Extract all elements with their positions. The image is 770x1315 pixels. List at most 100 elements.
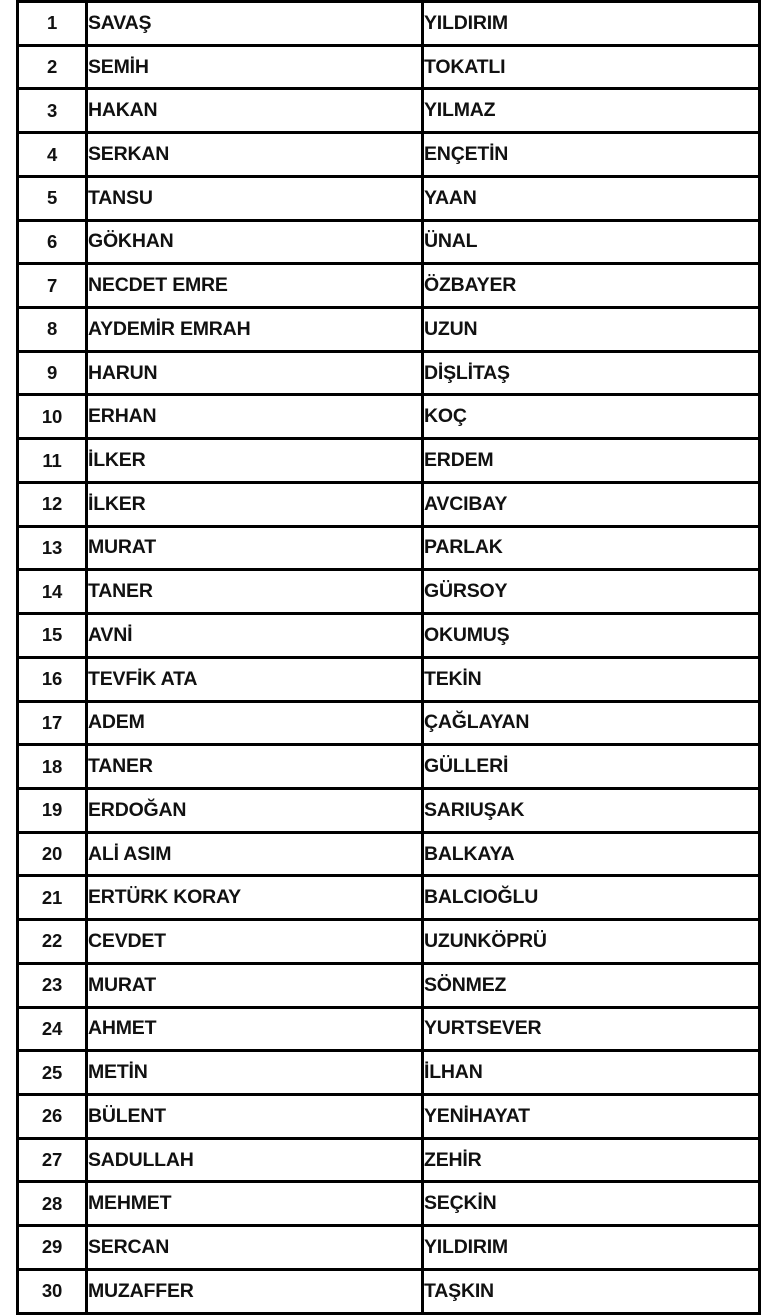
cell-last-name: YENİHAYAT — [421, 1092, 761, 1140]
cell-order: 25 — [16, 1049, 88, 1096]
cell-last-name: YAAN — [421, 174, 761, 222]
cell-first-name: BÜLENT — [85, 1092, 424, 1140]
cell-order: 29 — [16, 1224, 88, 1271]
cell-order: 18 — [16, 743, 88, 790]
table-row: 20 ALİ ASIM BALKAYA — [16, 830, 761, 878]
cell-first-name: ERTÜRK KORAY — [85, 874, 424, 922]
cell-first-name: ALİ ASIM — [85, 830, 424, 878]
cell-first-name: METİN — [85, 1049, 424, 1096]
table-row: 12 İLKER AVCIBAY — [16, 480, 761, 528]
cell-last-name: SEÇKİN — [421, 1180, 761, 1228]
cell-first-name: ERDOĞAN — [85, 786, 424, 834]
cell-first-name: MEHMET — [85, 1180, 424, 1228]
cell-order: 19 — [16, 786, 88, 834]
cell-last-name: İLHAN — [421, 1049, 761, 1096]
cell-first-name: GÖKHAN — [85, 218, 424, 266]
cell-last-name: DİŞLİTAŞ — [421, 349, 761, 397]
cell-first-name: NECDET EMRE — [85, 262, 424, 310]
cell-first-name: SAVAŞ — [85, 0, 424, 47]
candidate-list-body: 1 SAVAŞ YILDIRIM 2 SEMİH TOKATLI 3 HAKAN YILMAZ 4… — [16, 0, 761, 1315]
cell-order: 11 — [16, 437, 88, 484]
table-row: 3 HAKAN YILMAZ — [16, 87, 761, 135]
cell-order: 20 — [16, 830, 88, 878]
table-row: 14 TANER GÜRSOY — [16, 568, 761, 616]
cell-last-name: OKUMUŞ — [421, 612, 761, 659]
cell-last-name: AVCIBAY — [421, 480, 761, 528]
table-row: 11 İLKER ERDEM — [16, 437, 761, 484]
cell-order: 17 — [16, 699, 88, 747]
table-row: 19 ERDOĞAN SARIUŞAK — [16, 786, 761, 834]
cell-last-name: BALCIOĞLU — [421, 874, 761, 922]
cell-order: 28 — [16, 1180, 88, 1228]
table-row: 28 MEHMET SEÇKİN — [16, 1180, 761, 1228]
table-row: 26 BÜLENT YENİHAYAT — [16, 1092, 761, 1140]
cell-last-name: ÇAĞLAYAN — [421, 699, 761, 747]
cell-first-name: İLKER — [85, 437, 424, 484]
cell-last-name: BALKAYA — [421, 830, 761, 878]
table-row: 9 HARUN DİŞLİTAŞ — [16, 349, 761, 397]
cell-first-name: SADULLAH — [85, 1136, 424, 1184]
table-row: 6 GÖKHAN ÜNAL — [16, 218, 761, 266]
cell-last-name: TAŞKIN — [421, 1267, 761, 1315]
cell-last-name: ERDEM — [421, 437, 761, 484]
cell-order: 30 — [16, 1267, 88, 1315]
cell-last-name: SARIUŞAK — [421, 786, 761, 834]
cell-first-name: HARUN — [85, 349, 424, 397]
cell-order: 4 — [16, 131, 88, 178]
cell-first-name: AHMET — [85, 1005, 424, 1053]
cell-last-name: YILMAZ — [421, 87, 761, 135]
cell-order: 22 — [16, 918, 88, 965]
cell-first-name: MURAT — [85, 961, 424, 1009]
cell-last-name: UZUN — [421, 306, 761, 353]
cell-order: 1 — [16, 0, 88, 47]
cell-order: 3 — [16, 87, 88, 135]
table-row: 5 TANSU YAAN — [16, 174, 761, 222]
table-row: 13 MURAT PARLAK — [16, 524, 761, 572]
cell-last-name: YURTSEVER — [421, 1005, 761, 1053]
cell-first-name: TANER — [85, 743, 424, 790]
table-row: 24 AHMET YURTSEVER — [16, 1005, 761, 1053]
table-row: 2 SEMİH TOKATLI — [16, 43, 761, 91]
table-row: 25 METİN İLHAN — [16, 1049, 761, 1096]
cell-order: 26 — [16, 1092, 88, 1140]
cell-order: 13 — [16, 524, 88, 572]
table-row: 10 ERHAN KOÇ — [16, 393, 761, 441]
cell-last-name: YILDIRIM — [421, 0, 761, 47]
cell-first-name: TANSU — [85, 174, 424, 222]
cell-last-name: TEKİN — [421, 655, 761, 703]
cell-first-name: SEMİH — [85, 43, 424, 91]
cell-order: 7 — [16, 262, 88, 310]
cell-last-name: GÜRSOY — [421, 568, 761, 616]
table-row: 7 NECDET EMRE ÖZBAYER — [16, 262, 761, 310]
table-row: 15 AVNİ OKUMUŞ — [16, 612, 761, 659]
cell-first-name: ADEM — [85, 699, 424, 747]
table-row: 30 MUZAFFER TAŞKIN — [16, 1267, 761, 1315]
cell-first-name: MURAT — [85, 524, 424, 572]
table-row: 29 SERCAN YILDIRIM — [16, 1224, 761, 1271]
table-row: 27 SADULLAH ZEHİR — [16, 1136, 761, 1184]
cell-order: 21 — [16, 874, 88, 922]
cell-first-name: AVNİ — [85, 612, 424, 659]
cell-first-name: MUZAFFER — [85, 1267, 424, 1315]
cell-order: 27 — [16, 1136, 88, 1184]
cell-order: 10 — [16, 393, 88, 441]
cell-order: 8 — [16, 306, 88, 353]
cell-order: 5 — [16, 174, 88, 222]
cell-order: 6 — [16, 218, 88, 266]
cell-order: 9 — [16, 349, 88, 397]
cell-order: 24 — [16, 1005, 88, 1053]
cell-order: 2 — [16, 43, 88, 91]
cell-last-name: GÜLLERİ — [421, 743, 761, 790]
cell-first-name: CEVDET — [85, 918, 424, 965]
cell-first-name: İLKER — [85, 480, 424, 528]
cell-first-name: TEVFİK ATA — [85, 655, 424, 703]
table-row: 17 ADEM ÇAĞLAYAN — [16, 699, 761, 747]
cell-last-name: ZEHİR — [421, 1136, 761, 1184]
cell-last-name: UZUNKÖPRÜ — [421, 918, 761, 965]
cell-last-name: ENÇETİN — [421, 131, 761, 178]
cell-order: 14 — [16, 568, 88, 616]
cell-first-name: SERKAN — [85, 131, 424, 178]
table-row: 23 MURAT SÖNMEZ — [16, 961, 761, 1009]
cell-last-name: TOKATLI — [421, 43, 761, 91]
table-row: 22 CEVDET UZUNKÖPRÜ — [16, 918, 761, 965]
